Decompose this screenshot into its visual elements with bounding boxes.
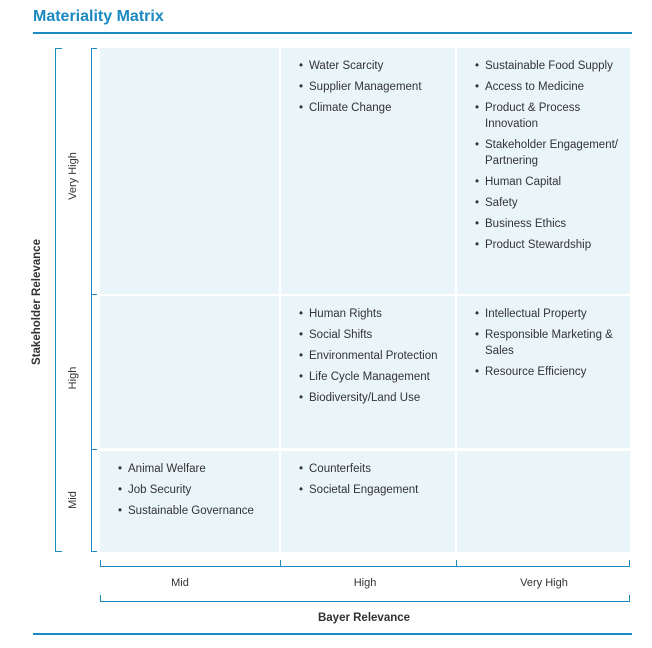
bottom-rule (33, 633, 632, 635)
cell-mid-high: Counterfeits Societal Engagement (281, 451, 455, 552)
cell-high-mid (100, 296, 279, 448)
topic-item: Resource Efficiency (475, 364, 630, 380)
topic-item: Sustainable Governance (118, 503, 279, 519)
x-segment-tick (456, 560, 457, 567)
y-segment-bracket (91, 48, 92, 552)
topic-item: Job Security (118, 482, 279, 498)
x-axis-bracket-cap-right (629, 595, 630, 602)
y-axis-bracket-cap-bottom (55, 551, 62, 552)
topic-item: Business Ethics (475, 216, 630, 232)
topic-item: Supplier Management (299, 79, 455, 95)
topic-item: Responsible Marketing & Sales (475, 327, 630, 359)
x-axis-bracket (100, 601, 630, 602)
topic-item: Intellectual Property (475, 306, 630, 322)
y-level-very-high: Very High (67, 152, 79, 200)
x-axis-bracket-cap-left (100, 595, 101, 602)
topic-item: Safety (475, 195, 630, 211)
y-level-mid: Mid (67, 491, 79, 509)
cell-very-high-high: Water Scarcity Supplier Management Climate… (281, 48, 455, 294)
topic-item: Climate Change (299, 100, 455, 116)
topic-item: Water Scarcity (299, 58, 455, 74)
title-rule (33, 32, 632, 34)
cell-very-high-very-high: Sustainable Food Supply Access to Medicin… (457, 48, 630, 294)
y-level-high: High (67, 366, 79, 390)
topic-item: Sustainable Food Supply (475, 58, 630, 74)
y-segment-tick (91, 294, 97, 295)
x-level-mid: Mid (171, 577, 189, 589)
topic-item: Product Stewardship (475, 237, 630, 253)
topic-item: Life Cycle Management (299, 369, 455, 385)
topic-item: Social Shifts (299, 327, 455, 343)
topic-item: Stakeholder Engagement/ Partnering (475, 137, 630, 169)
topic-item: Biodiversity/Land Use (299, 390, 455, 406)
y-axis-bracket-cap-top (55, 48, 62, 49)
y-segment-tick (91, 449, 97, 450)
x-segment-bracket (100, 566, 630, 567)
topic-item: Human Capital (475, 174, 630, 190)
topic-item: Counterfeits (299, 461, 455, 477)
x-segment-tick (280, 560, 281, 567)
topic-item: Societal Engagement (299, 482, 455, 498)
topic-item: Human Rights (299, 306, 455, 322)
cell-very-high-mid (100, 48, 279, 294)
cell-mid-very-high (457, 451, 630, 552)
topic-item: Access to Medicine (475, 79, 630, 95)
x-segment-tick (629, 560, 630, 567)
topic-item: Environmental Protection (299, 348, 455, 364)
y-segment-tick (91, 48, 97, 49)
y-axis-title: Stakeholder Relevance (31, 239, 43, 365)
page-title: Materiality Matrix (33, 8, 164, 25)
x-level-high: High (353, 577, 377, 589)
cell-high-high: Human Rights Social Shifts Environmental P… (281, 296, 455, 448)
topic-item: Product & Process Innovation (475, 100, 630, 132)
y-axis-bracket (55, 48, 56, 552)
topic-item: Animal Welfare (118, 461, 279, 477)
cell-mid-mid: Animal Welfare Job Security Sustainable Go… (100, 451, 279, 552)
cell-high-very-high: Intellectual Property Responsible Marketi… (457, 296, 630, 448)
x-segment-tick (100, 560, 101, 567)
x-level-very-high: Very High (520, 577, 568, 589)
y-segment-tick (91, 551, 97, 552)
x-axis-title: Bayer Relevance (317, 612, 411, 624)
